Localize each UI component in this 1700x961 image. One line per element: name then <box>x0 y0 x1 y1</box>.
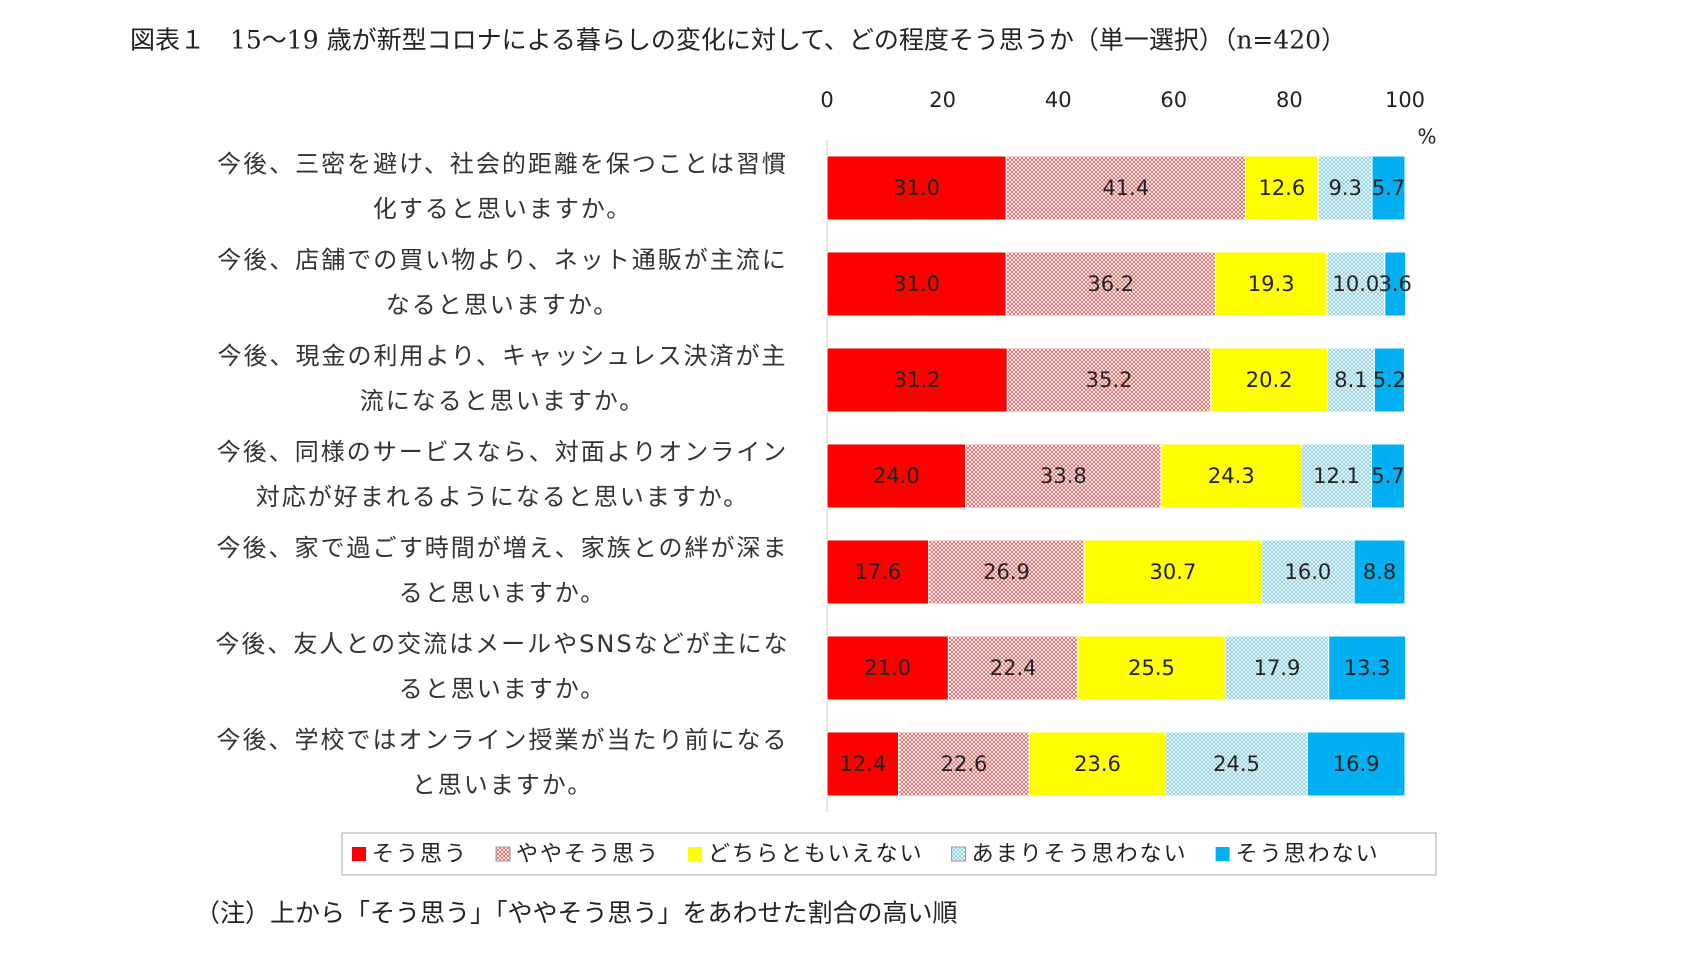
value-label: 16.0 <box>1285 560 1332 584</box>
value-label: 17.6 <box>854 560 901 584</box>
bar-segment <box>1370 443 1405 509</box>
bar-segment <box>1373 347 1405 413</box>
bar-segment <box>1077 635 1226 701</box>
chart-title: 図表１ 15～19 歳が新型コロナによる暮らしの変化に対して、どの程度そう思うか… <box>130 26 1346 55</box>
bar-segment <box>1083 539 1263 605</box>
value-label: 5.2 <box>1373 368 1406 392</box>
bar-segment <box>1306 731 1406 797</box>
bar-segment <box>965 443 1162 509</box>
value-label: 21.0 <box>864 656 911 680</box>
x-tick-label: 80 <box>1276 88 1303 112</box>
legend-label: そう思う <box>372 842 468 867</box>
bar-segment <box>1327 347 1375 413</box>
value-label: 16.9 <box>1333 752 1380 776</box>
value-label: 12.6 <box>1259 176 1306 200</box>
bar-segment <box>1210 347 1329 413</box>
value-label: 24.5 <box>1213 752 1260 776</box>
bar-segment <box>1028 731 1167 797</box>
value-label: 13.3 <box>1344 656 1391 680</box>
value-label: 20.2 <box>1246 368 1293 392</box>
bar-segment <box>1371 155 1406 221</box>
bar-segment <box>1244 155 1319 221</box>
value-label: 22.4 <box>990 656 1037 680</box>
bar-segment <box>947 635 1079 701</box>
category-label: 今後、友人との交流はメールやSNSなどが主になると思いますか。 <box>215 630 790 703</box>
value-label: 31.2 <box>894 368 941 392</box>
bar-segment <box>1384 251 1407 317</box>
legend-label: そう思わない <box>1236 842 1380 867</box>
bar-segment <box>1006 347 1212 413</box>
category-label: 今後、三密を避け、社会的距離を保つことは習慣化すると思いますか。 <box>217 150 788 223</box>
legend-swatch <box>495 846 511 862</box>
value-label: 35.2 <box>1086 368 1133 392</box>
legend-label: あまりそう思わない <box>972 842 1188 867</box>
note: （注）上から「そう思う」「ややそう思う」をあわせた割合の高い順 <box>195 899 958 928</box>
bar-segment <box>1261 539 1355 605</box>
x-tick-label: 100 <box>1385 88 1425 112</box>
x-tick-label: 60 <box>1160 88 1187 112</box>
value-label: 5.7 <box>1371 464 1404 488</box>
bar-segment <box>1160 443 1303 509</box>
value-label: 19.3 <box>1248 272 1295 296</box>
bar-segment <box>826 443 967 509</box>
bar-segment <box>826 251 1007 317</box>
value-label: 25.5 <box>1128 656 1175 680</box>
bar-segment <box>1353 539 1406 605</box>
value-label: 41.4 <box>1102 176 1149 200</box>
bar-segment <box>826 635 949 701</box>
value-label: 9.3 <box>1328 176 1361 200</box>
x-axis-label: % <box>1417 125 1436 149</box>
value-label: 5.7 <box>1372 176 1405 200</box>
value-label: 12.4 <box>839 752 886 776</box>
legend-swatch <box>1215 847 1230 861</box>
legend-label: どちらともいえない <box>708 842 924 867</box>
bar-segment <box>1165 731 1308 797</box>
bar-segment <box>826 347 1008 413</box>
value-label: 36.2 <box>1087 272 1134 296</box>
value-label: 22.6 <box>941 752 988 776</box>
value-label: 24.0 <box>873 464 920 488</box>
value-label: 3.6 <box>1378 272 1411 296</box>
x-tick-label: 0 <box>820 88 833 112</box>
value-label: 10.0 <box>1332 272 1379 296</box>
category-label: 今後、現金の利用より、キャッシュレス決済が主流になると思いますか。 <box>217 342 788 415</box>
value-label: 12.1 <box>1313 464 1360 488</box>
x-tick-label: 20 <box>929 88 956 112</box>
legend-box <box>341 832 1437 876</box>
bar-segment <box>1214 251 1328 317</box>
bar-segment <box>1005 251 1216 317</box>
bar-segment <box>898 731 1030 797</box>
bar-segment <box>1328 635 1407 701</box>
category-label: 今後、家で過ごす時間が増え、家族との絆が深まると思いますか。 <box>216 534 789 607</box>
value-label: 31.0 <box>893 272 940 296</box>
bar-segment <box>1224 635 1330 701</box>
value-label: 30.7 <box>1150 560 1197 584</box>
value-label: 31.0 <box>893 176 940 200</box>
category-label: 今後、同様のサービスなら、対面よりオンライン対応が好まれるようになると思いますか… <box>216 438 789 511</box>
legend-swatch <box>951 846 967 862</box>
legend-label: ややそう思う <box>516 842 660 867</box>
legend-swatch <box>352 847 366 861</box>
value-label: 24.3 <box>1208 464 1255 488</box>
bar-segment <box>928 539 1085 605</box>
legend: そう思う ややそう思う どちらともいえない あまりそう思わない そう思わない <box>341 832 1437 876</box>
bar-segment <box>1005 155 1246 221</box>
category-label: 今後、店舗での買い物より、ネット通販が主流になると思いますか。 <box>217 246 788 319</box>
bar-segment <box>1317 155 1373 221</box>
bar-segment <box>1301 443 1372 509</box>
value-label: 17.9 <box>1254 656 1301 680</box>
value-label: 23.6 <box>1074 752 1121 776</box>
value-label: 33.8 <box>1040 464 1087 488</box>
value-label: 8.1 <box>1334 368 1367 392</box>
value-label: 26.9 <box>983 560 1030 584</box>
x-tick-label: 40 <box>1045 88 1072 112</box>
legend-swatch <box>688 847 703 861</box>
bar-segment <box>826 731 900 797</box>
category-label: 今後、学校ではオンライン授業が当たり前になると思いますか。 <box>216 726 789 799</box>
value-label: 8.8 <box>1363 560 1396 584</box>
